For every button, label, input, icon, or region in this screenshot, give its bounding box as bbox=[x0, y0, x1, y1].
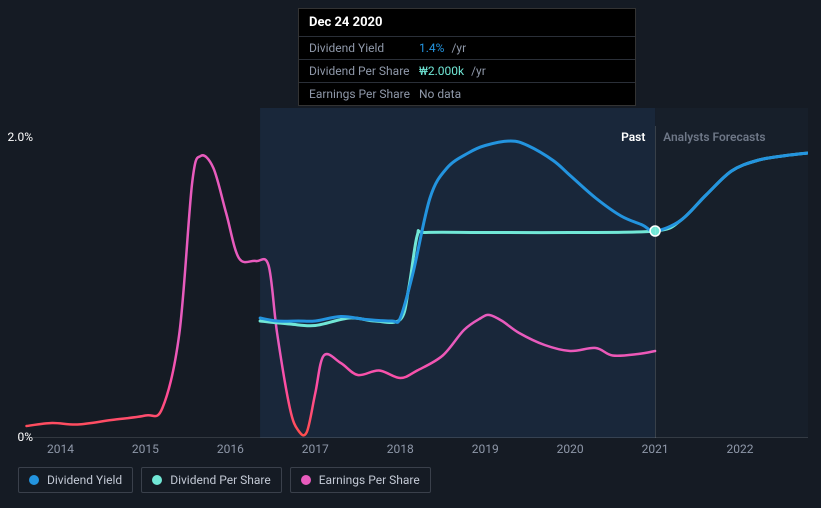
x-axis-tick: 2020 bbox=[557, 442, 584, 456]
tooltip-row: Earnings Per Share No data bbox=[299, 82, 635, 105]
tooltip-value: ₩2.000k bbox=[419, 64, 464, 78]
tooltip-row: Dividend Per Share ₩2.000k /yr bbox=[299, 59, 635, 82]
tooltip-row: Dividend Yield 1.4% /yr bbox=[299, 36, 635, 59]
x-axis-tick: 2017 bbox=[302, 442, 329, 456]
legend-swatch bbox=[301, 475, 311, 485]
x-axis-tick: 2015 bbox=[132, 442, 159, 456]
zone-divider bbox=[655, 126, 656, 438]
x-axis-tick: 2014 bbox=[47, 442, 74, 456]
legend-label: Dividend Per Share bbox=[170, 473, 271, 487]
line-chart[interactable] bbox=[18, 108, 808, 438]
legend-swatch bbox=[29, 475, 39, 485]
tooltip-date: Dec 24 2020 bbox=[299, 9, 635, 36]
legend-item-earnings-per-share[interactable]: Earnings Per Share bbox=[290, 467, 431, 493]
tooltip-unit: /yr bbox=[471, 64, 486, 78]
tooltip-label: Earnings Per Share bbox=[309, 87, 419, 101]
tooltip-value: 1.4% bbox=[419, 41, 444, 55]
x-axis-tick: 2016 bbox=[217, 442, 244, 456]
tooltip-unit: /yr bbox=[451, 41, 466, 55]
legend-swatch bbox=[152, 475, 162, 485]
legend-label: Dividend Yield bbox=[47, 473, 122, 487]
tooltip-label: Dividend Per Share bbox=[309, 64, 419, 78]
legend-item-dividend-yield[interactable]: Dividend Yield bbox=[18, 467, 133, 493]
tooltip-label: Dividend Yield bbox=[309, 41, 419, 55]
x-axis-tick: 2022 bbox=[727, 442, 754, 456]
chart-legend: Dividend Yield Dividend Per Share Earnin… bbox=[18, 467, 431, 493]
zone-label-past: Past bbox=[621, 130, 645, 144]
x-axis-tick: 2018 bbox=[387, 442, 414, 456]
legend-label: Earnings Per Share bbox=[319, 473, 420, 487]
y-axis-tick: 0% bbox=[17, 430, 33, 444]
tooltip-value: No data bbox=[419, 87, 461, 101]
x-axis-tick: 2021 bbox=[642, 442, 669, 456]
chart-tooltip: Dec 24 2020 Dividend Yield 1.4% /yr Divi… bbox=[298, 8, 636, 106]
y-axis-tick: 2.0% bbox=[8, 130, 33, 144]
legend-item-dividend-per-share[interactable]: Dividend Per Share bbox=[141, 467, 282, 493]
zone-label-forecast: Analysts Forecasts bbox=[663, 130, 765, 144]
x-axis-tick: 2019 bbox=[472, 442, 499, 456]
